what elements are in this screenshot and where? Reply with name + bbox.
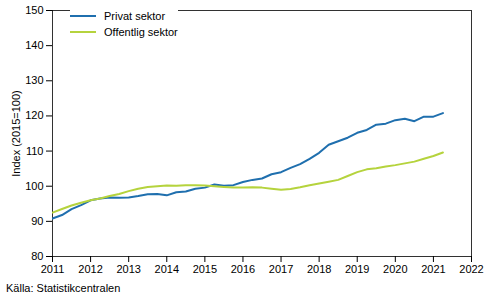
svg-text:120: 120: [25, 109, 43, 121]
svg-text:Index (2015=100): Index (2015=100): [10, 90, 22, 177]
svg-text:2017: 2017: [269, 263, 293, 275]
svg-text:2022: 2022: [459, 263, 483, 275]
html-text:Källa: Statistikcentralen: Källa: Statistikcentralen: [6, 282, 121, 294]
svg-text:2014: 2014: [155, 263, 179, 275]
svg-text:2013: 2013: [116, 263, 140, 275]
svg-text:2011: 2011: [41, 263, 65, 275]
svg-text:2016: 2016: [231, 263, 255, 275]
svg-text:2018: 2018: [307, 263, 331, 275]
svg-text:80: 80: [31, 250, 43, 262]
svg-text:150: 150: [25, 4, 43, 16]
svg-text:130: 130: [25, 74, 43, 86]
svg-text:90: 90: [31, 215, 43, 227]
svg-text:140: 140: [25, 39, 43, 51]
svg-text:2021: 2021: [421, 263, 445, 275]
svg-text:2020: 2020: [383, 263, 407, 275]
svg-text:110: 110: [26, 145, 44, 157]
svg-text:100: 100: [25, 180, 43, 192]
html-text:Offentlig sektor: Offentlig sektor: [104, 26, 178, 38]
html-text:Privat sektor: Privat sektor: [104, 10, 166, 22]
svg-text:2015: 2015: [193, 263, 217, 275]
svg-text:2019: 2019: [345, 263, 369, 275]
svg-text:2012: 2012: [78, 263, 102, 275]
